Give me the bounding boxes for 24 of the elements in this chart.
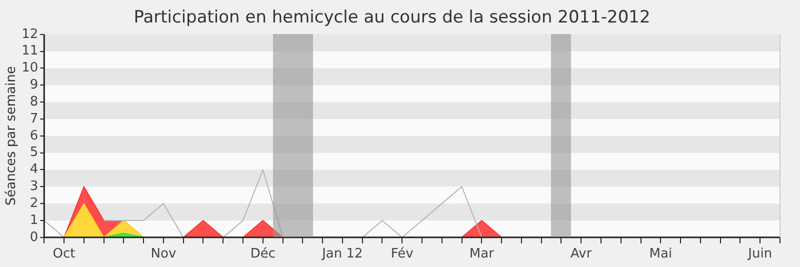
y-axis-title: Séances par semaine: [4, 66, 20, 206]
chart-title: Participation en hemicycle au cours de la session 2011-2012: [134, 8, 650, 28]
x-tick-label: Avr: [570, 246, 592, 262]
x-tick-label: Juin: [747, 246, 772, 262]
x-tick-label: Nov: [150, 246, 176, 262]
y-tick-label: 4: [30, 162, 38, 178]
y-tick-label: 0: [30, 230, 38, 245]
y-tick-label: 9: [30, 78, 38, 93]
x-tick-label: Oct: [52, 246, 76, 262]
y-tick-label: 7: [30, 111, 38, 126]
x-tick-label: Mai: [649, 246, 672, 262]
y-tick-label: 12: [22, 26, 38, 42]
y-tick-label: 8: [30, 94, 38, 110]
y-tick-label: 2: [30, 196, 38, 211]
y-tick-label: 11: [22, 44, 38, 59]
x-tick-label: Jan 12: [321, 246, 363, 262]
x-tick-label: Déc: [250, 246, 276, 262]
x-tick-label: Fév: [390, 246, 414, 262]
x-tick-label: Mar: [469, 246, 495, 262]
y-tick-label: 10: [22, 60, 38, 76]
y-tick-label: 1: [30, 212, 38, 228]
y-tick-label: 6: [30, 128, 38, 144]
y-tick-label: 3: [30, 179, 38, 194]
y-tick-label: 5: [30, 145, 38, 160]
